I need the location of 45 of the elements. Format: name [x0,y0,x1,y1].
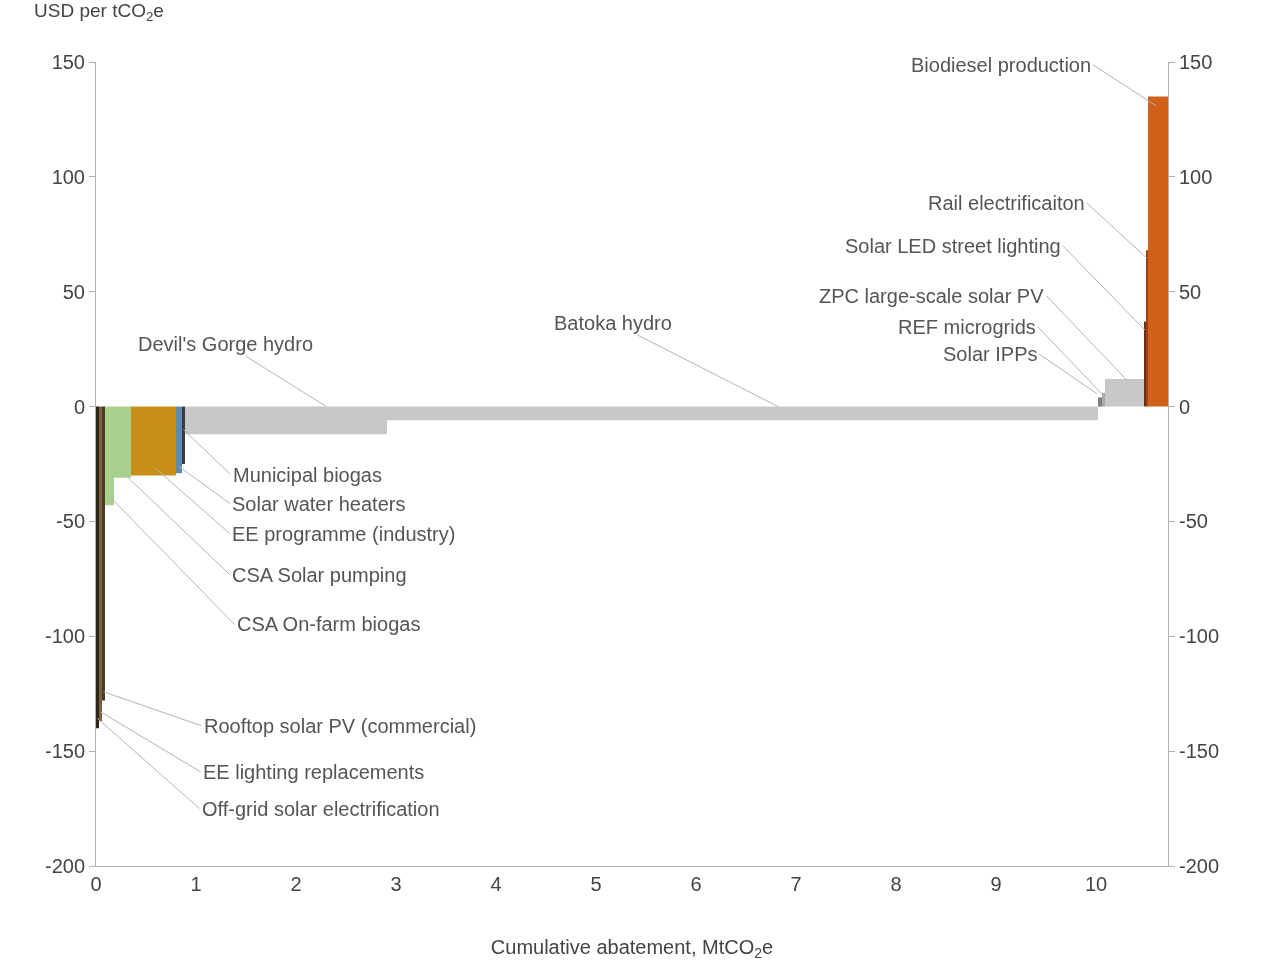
x-tick-label: 6 [690,873,702,895]
y2-tick-label: -200 [1179,855,1220,877]
y-tick-label: -200 [44,855,85,877]
text: ZPC large-scale solar PV [819,285,1045,307]
y-tick-label: -100 [44,625,85,648]
y2-tick-label: -50 [1179,510,1208,533]
y-tick-label: -50 [56,510,85,533]
y-axis-title: USD per tCO$_{2}$e [34,0,164,24]
y2-tick-label: 0 [1179,395,1191,418]
y2-tick-label: -150 [1179,740,1220,763]
text: Rooftop solar PV (commercial) [204,715,477,737]
y-tick-label: 100 [51,165,85,188]
x-tick-label: 0 [90,873,102,895]
text: Off-grid solar electrification [202,798,440,820]
x-tick-label: 9 [990,873,1002,895]
x-tick-label: 3 [390,873,402,895]
x-tick-label: 10 [1084,873,1108,895]
text: EE programme (industry) [232,523,456,545]
y2-tick-label: 50 [1179,280,1202,303]
y2-tick-label: -100 [1179,625,1220,648]
text: Solar water heaters [232,493,406,515]
text: Municipal biogas [233,464,382,486]
text: CSA Solar pumping [232,564,407,586]
text: Rail electrificaiton [928,192,1085,214]
text: Solar LED street lighting [845,235,1061,257]
y-tick-label: 0 [73,395,85,418]
text: CSA On-farm biogas [237,613,421,635]
x-tick-label: 7 [790,873,802,895]
x-axis-title: Cumulative abatement, MtCO$_{2}$e [490,935,774,961]
text: REF microgrids [898,316,1036,338]
text: Devil's Gorge hydro [138,333,313,355]
x-tick-label: 5 [590,873,602,895]
y-tick-label: 50 [62,280,85,303]
text: Batoka hydro [554,312,672,334]
text: Biodiesel production [911,54,1092,76]
y2-tick-label: 100 [1179,165,1213,188]
text: Solar IPPs [943,343,1038,365]
x-tick-label: 8 [890,873,902,895]
y2-tick-label: 150 [1179,51,1213,73]
y-tick-label: 150 [51,51,85,73]
x-tick-label: 2 [290,873,302,895]
x-tick-label: 4 [490,873,502,895]
text: EE lighting replacements [203,761,425,783]
x-tick-label: 1 [190,873,202,895]
y-tick-label: -150 [44,740,85,763]
